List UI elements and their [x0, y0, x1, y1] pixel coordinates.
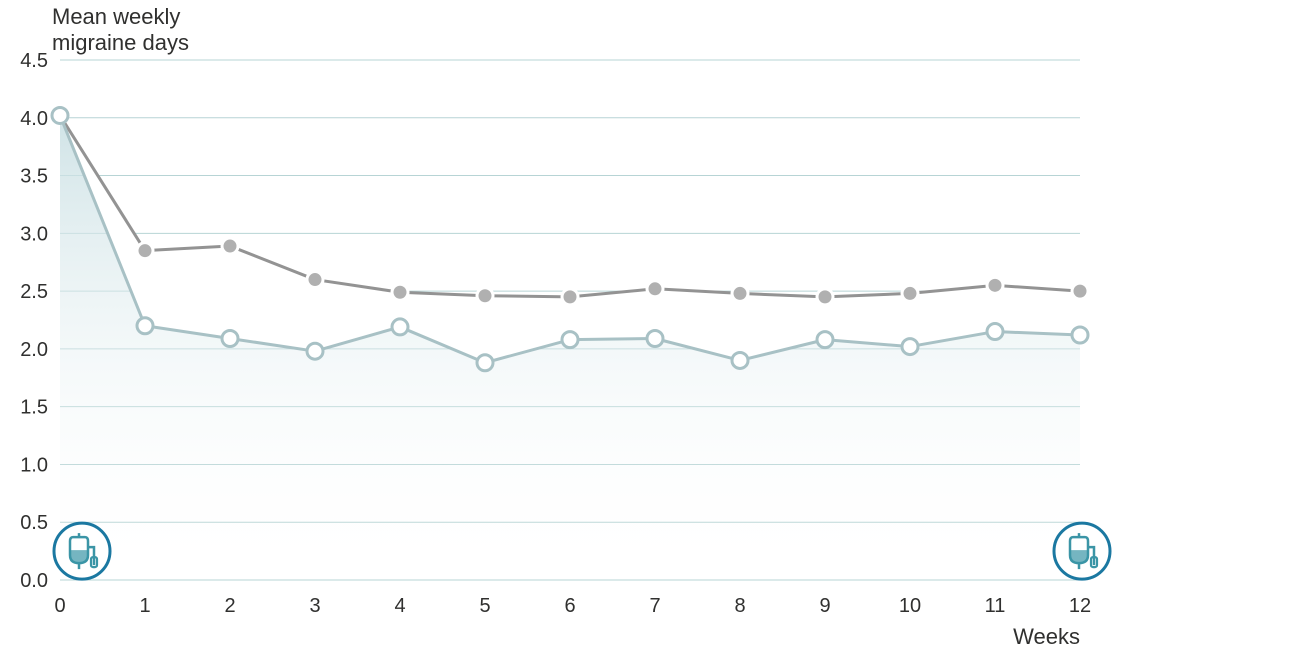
- series-marker-upper: [732, 285, 748, 301]
- y-tick-label: 1.5: [20, 397, 48, 419]
- x-tick-label: 0: [54, 595, 65, 617]
- series-marker-upper: [307, 272, 323, 288]
- x-tick-label: 9: [819, 595, 830, 617]
- series-marker-upper: [817, 289, 833, 305]
- series-marker-upper: [987, 277, 1003, 293]
- y-axis-title: Mean weekly: [52, 4, 180, 29]
- y-tick-label: 4.5: [20, 50, 48, 72]
- series-marker-lower: [137, 318, 153, 334]
- x-tick-label: 7: [649, 595, 660, 617]
- series-marker-lower: [562, 332, 578, 348]
- y-tick-label: 3.5: [20, 166, 48, 188]
- iv-bag-icon: [54, 523, 110, 579]
- series-marker-lower: [987, 324, 1003, 340]
- x-tick-label: 4: [394, 595, 405, 617]
- x-tick-label: 12: [1069, 595, 1091, 617]
- x-tick-label: 8: [734, 595, 745, 617]
- y-tick-label: 3.0: [20, 223, 48, 245]
- iv-bag-icon: [1054, 523, 1110, 579]
- y-tick-label: 4.0: [20, 108, 48, 130]
- series-marker-upper: [562, 289, 578, 305]
- y-tick-label: 0.5: [20, 512, 48, 534]
- y-tick-label: 2.5: [20, 281, 48, 303]
- series-marker-lower: [732, 352, 748, 368]
- series-marker-lower: [1072, 327, 1088, 343]
- series-marker-lower: [307, 343, 323, 359]
- x-tick-label: 11: [985, 595, 1006, 617]
- series-marker-lower: [222, 330, 238, 346]
- y-axis-title: migraine days: [52, 30, 189, 55]
- y-tick-label: 1.0: [20, 454, 48, 476]
- series-marker-upper: [647, 281, 663, 297]
- series-marker-upper: [477, 288, 493, 304]
- x-tick-label: 10: [899, 595, 921, 617]
- series-marker-lower: [902, 339, 918, 355]
- series-marker-upper: [222, 238, 238, 254]
- y-tick-label: 2.0: [20, 339, 48, 361]
- x-tick-label: 1: [139, 595, 150, 617]
- chart-container: 0.00.51.01.52.02.53.03.54.04.50123456789…: [0, 0, 1304, 664]
- x-tick-label: 6: [564, 595, 575, 617]
- series-marker-lower: [477, 355, 493, 371]
- x-tick-label: 3: [309, 595, 320, 617]
- series-marker-upper: [392, 284, 408, 300]
- series-marker-upper: [137, 243, 153, 259]
- series-marker-lower: [52, 107, 68, 123]
- series-marker-lower: [392, 319, 408, 335]
- series-marker-upper: [902, 285, 918, 301]
- series-marker-lower: [647, 330, 663, 346]
- x-tick-label: 2: [224, 595, 235, 617]
- x-tick-label: 5: [479, 595, 490, 617]
- x-axis-title: Weeks: [1013, 624, 1080, 649]
- y-tick-label: 0.0: [20, 570, 48, 592]
- series-marker-lower: [817, 332, 833, 348]
- line-chart: 0.00.51.01.52.02.53.03.54.04.50123456789…: [0, 0, 1304, 664]
- series-marker-upper: [1072, 283, 1088, 299]
